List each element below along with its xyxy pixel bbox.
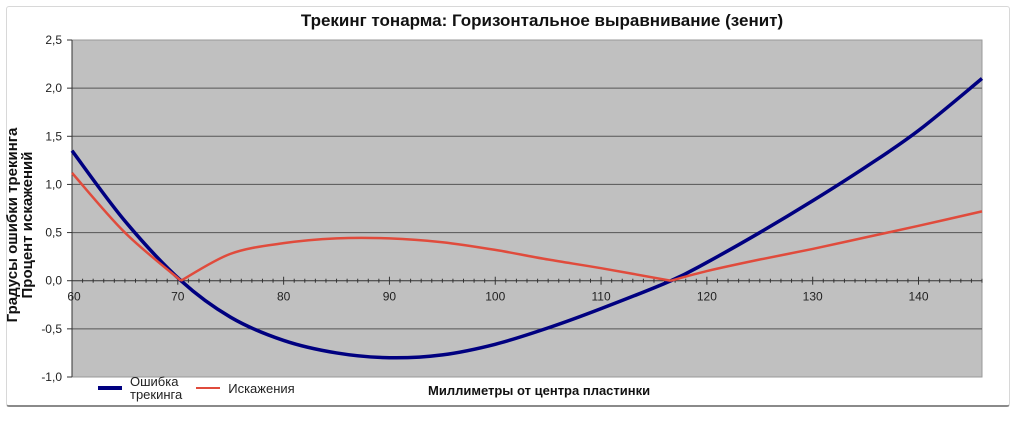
x-axis: 60 70 80 90 100 110 120 130 140 <box>67 276 983 304</box>
svg-text:100: 100 <box>485 290 505 304</box>
y-axis-label: Градусы ошибки трекинга Процент искажени… <box>4 85 36 365</box>
y-axis: 2,5 2,0 1,5 1,0 0,5 0,0 -0,5 -1,0 <box>41 33 73 384</box>
legend-label-tracking-error: Ошибка трекинга <box>130 374 183 402</box>
legend-item-distortion: Искажения <box>196 380 295 396</box>
legend: Ошибка трекинга Искажения <box>98 375 309 401</box>
svg-text:-0,5: -0,5 <box>41 322 62 336</box>
series-distortion-line <box>71 172 983 282</box>
plot-area <box>71 39 983 378</box>
svg-text:1,5: 1,5 <box>45 129 62 143</box>
svg-text:1,0: 1,0 <box>45 177 62 191</box>
svg-text:-1,0: -1,0 <box>41 370 62 384</box>
gridlines <box>72 87 982 330</box>
legend-item-tracking-error: Ошибка трекинга <box>98 375 182 401</box>
svg-text:2,0: 2,0 <box>45 81 62 95</box>
svg-text:120: 120 <box>697 290 717 304</box>
svg-text:60: 60 <box>67 290 81 304</box>
svg-text:140: 140 <box>908 290 928 304</box>
chart-title: Трекинг тонарма: Горизонтальное выравнив… <box>300 11 784 30</box>
legend-label-distortion: Искажения <box>228 380 295 396</box>
y-axis-label-line2: Процент искажений <box>19 151 36 299</box>
svg-text:110: 110 <box>591 290 610 304</box>
series-tracking-error-line <box>70 77 984 360</box>
svg-text:0,0: 0,0 <box>45 274 62 288</box>
y-axis-label-line1: Градусы ошибки трекинга <box>4 127 21 323</box>
svg-text:2,5: 2,5 <box>45 33 62 47</box>
svg-text:70: 70 <box>171 290 185 304</box>
svg-text:90: 90 <box>383 290 397 304</box>
legend-swatch-tracking-error <box>98 386 122 390</box>
legend-swatch-distortion <box>196 387 221 389</box>
svg-text:80: 80 <box>277 290 291 304</box>
svg-text:130: 130 <box>803 290 823 304</box>
x-axis-label: Миллиметры от центра пластинки <box>428 383 651 398</box>
svg-text:0,5: 0,5 <box>45 226 62 240</box>
